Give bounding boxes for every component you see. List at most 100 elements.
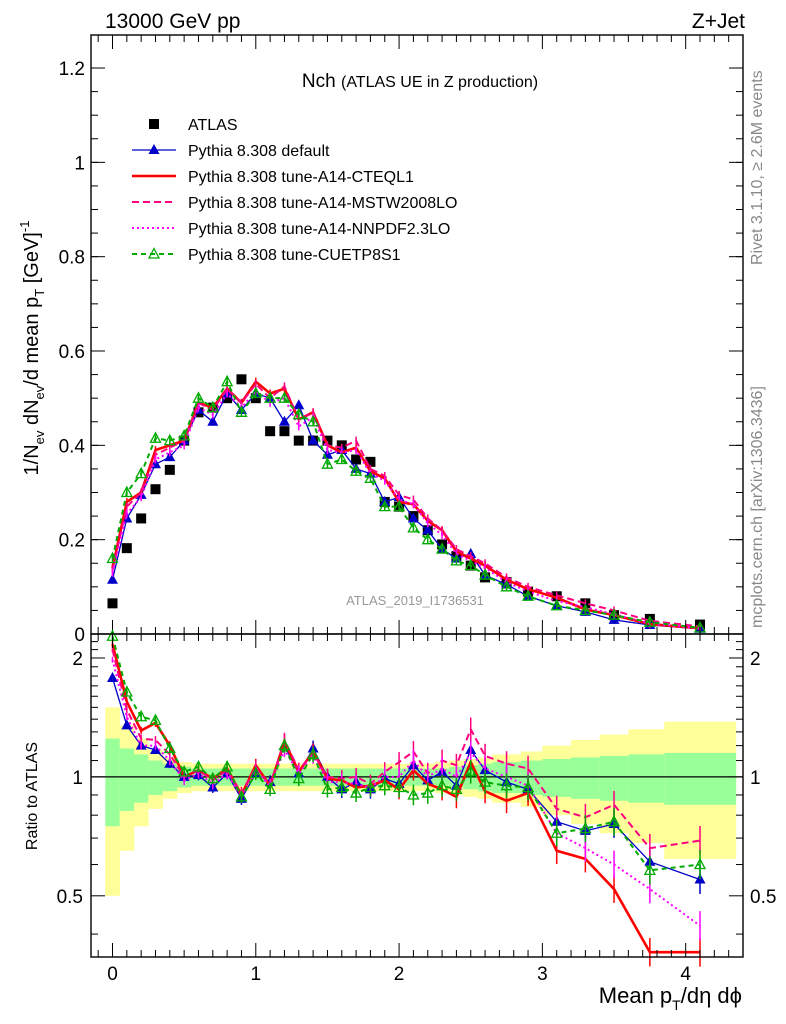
rivet-version-label: Rivet 3.1.10, ≥ 2.6M events <box>749 70 766 265</box>
legend-label-pythia-8-308-tune-a14-mstw2008lo: Pythia 8.308 tune-A14-MSTW2008LO <box>188 195 457 212</box>
main-point-pythia-8-308-default <box>307 434 319 445</box>
ratio-band-green <box>542 758 572 797</box>
main-point-pythia-8-308-tune-cuetp8s1 <box>407 520 420 533</box>
ratio-point-pythia-8-308-tune-cuetp8s1 <box>192 760 205 772</box>
ratio-line-pythia-8-308-tune-cuetp8s1 <box>111 636 701 872</box>
ratio-point-pythia-8-308-tune-cuetp8s1 <box>500 778 513 791</box>
chart-title: Nch (ATLAS UE in Z production) <box>302 71 538 92</box>
main-point-pythia-8-308-default <box>207 415 219 426</box>
main-point-pythia-8-308-tune-cuetp8s1 <box>149 431 162 443</box>
ratio-point-pythia-8-308-tune-cuetp8s1 <box>421 786 434 798</box>
ratio-band-green <box>105 738 120 827</box>
main-point-pythia-8-308-tune-cuetp8s1 <box>221 374 234 387</box>
ratio-point-pythia-8-308-tune-cuetp8s1 <box>307 747 320 760</box>
ratio-frame <box>90 633 744 958</box>
ratio-band-green <box>571 757 601 799</box>
main-y-tick-label: 0.8 <box>59 248 85 269</box>
ratio-band-green <box>628 754 665 803</box>
ratio-panel: 0.5 0.5 1 1 2 2 0 1 2 3 4 Ratio to ATLAS Mean pT/… <box>24 629 776 1013</box>
main-point-pythia-8-308-tune-cuetp8s1 <box>163 433 176 446</box>
ratio-point-pythia-8-308-tune-cuetp8s1 <box>693 857 707 870</box>
main-point-pythia-8-308-tune-cuetp8s1 <box>321 457 334 469</box>
main-point-pythia-8-308-tune-cuetp8s1 <box>393 499 406 512</box>
main-point-pythia-8-308-tune-cuetp8s1 <box>135 466 148 479</box>
main-y-tick-label: 0.2 <box>59 531 85 552</box>
ratio-point-pythia-8-308-tune-cuetp8s1 <box>206 771 219 784</box>
x-tick-label: 2 <box>394 964 405 985</box>
main-line-pythia-8-308-tune-a14-cteql1 <box>111 379 701 630</box>
analysis-id-label: ATLAS_2019_I1736531 <box>346 593 484 608</box>
ratio-point-pythia-8-308-tune-cuetp8s1 <box>249 766 262 779</box>
main-point-atlas <box>136 513 147 524</box>
main-ylabel-part1: 1/N <box>21 444 43 475</box>
mcplots-label: mcplots.cern.ch [arXiv:1306.3436] <box>749 386 766 628</box>
main-ylabel-part3: /d mean p <box>21 297 43 386</box>
ratio-point-pythia-8-308-tune-cuetp8s1 <box>120 685 133 697</box>
main-point-atlas <box>222 393 233 404</box>
ratio-plot-area <box>91 629 743 967</box>
main-point-pythia-8-308-tune-cuetp8s1 <box>120 485 133 498</box>
x-tick-label: 4 <box>680 964 691 985</box>
ratio-point-pythia-8-308-tune-cuetp8s1 <box>450 782 463 794</box>
ratio-point-pythia-8-308-tune-cuetp8s1 <box>436 778 449 791</box>
ratio-point-pythia-8-308-tune-cuetp8s1 <box>278 738 291 751</box>
main-point-pythia-8-308-tune-cuetp8s1 <box>278 391 291 403</box>
main-ylabel-part2: dN <box>21 399 43 430</box>
ratio-band-green <box>119 748 135 811</box>
ratio-point-pythia-8-308-tune-cuetp8s1 <box>478 775 492 787</box>
main-point-atlas <box>236 374 247 385</box>
xlabel-sub-t: T <box>672 997 681 1013</box>
ratio-point-pythia-8-308-tune-cuetp8s1 <box>264 782 277 794</box>
main-point-atlas <box>293 435 304 446</box>
main-point-pythia-8-308-default <box>422 524 434 535</box>
ratio-y-tick-label-right: 0.5 <box>750 887 776 908</box>
main-point-pythia-8-308-tune-cuetp8s1 <box>264 391 277 403</box>
ratio-point-pythia-8-308-tune-cuetp8s1 <box>364 780 377 793</box>
main-point-pythia-8-308-tune-cuetp8s1 <box>550 598 563 611</box>
main-point-pythia-8-308-tune-cuetp8s1 <box>249 386 262 399</box>
main-y-tick-label: 1 <box>74 153 85 174</box>
main-point-pythia-8-308-tune-cuetp8s1 <box>436 542 449 554</box>
ratio-y-tick-label: 0.5 <box>57 887 83 908</box>
main-point-pythia-8-308-default <box>106 573 118 584</box>
ratio-point-pythia-8-308-tune-cuetp8s1 <box>378 778 391 791</box>
ratio-point-pythia-8-308-tune-cuetp8s1 <box>521 780 535 793</box>
ratio-point-pythia-8-308-tune-cuetp8s1 <box>464 764 477 777</box>
main-point-pythia-8-308-default <box>278 415 290 426</box>
x-tick-label: 1 <box>251 964 262 985</box>
main-ylabel-sup: -1 <box>17 221 32 233</box>
main-point-pythia-8-308-tune-cuetp8s1 <box>579 603 592 616</box>
ratio-y-ticks: 0.5 0.5 1 1 2 2 <box>57 641 776 935</box>
main-point-pythia-8-308-tune-cuetp8s1 <box>206 400 219 413</box>
ratio-y-axis-label: Ratio to ATLAS <box>24 742 41 850</box>
main-point-atlas <box>351 454 362 465</box>
ratio-point-pythia-8-308-tune-cuetp8s1 <box>335 780 348 793</box>
ratio-point-pythia-8-308-tune-cuetp8s1 <box>350 786 363 798</box>
ratio-band-green <box>148 760 163 795</box>
header-left-label: 13000 GeV pp <box>105 10 240 33</box>
main-point-pythia-8-308-tune-cuetp8s1 <box>350 464 363 476</box>
main-point-pythia-8-308-default <box>407 512 419 523</box>
ratio-point-pythia-8-308-tune-cuetp8s1 <box>135 709 148 722</box>
ratio-x-ticks: 0 1 2 3 4 <box>97 634 730 985</box>
main-point-atlas <box>150 484 161 495</box>
ratio-point-pythia-8-308-tune-cuetp8s1 <box>221 760 234 772</box>
ratio-point-pythia-8-308-tune-cuetp8s1 <box>235 789 248 802</box>
main-point-pythia-8-308-tune-cuetp8s1 <box>192 391 205 403</box>
ratio-point-pythia-8-308-default <box>121 719 133 730</box>
main-line-pythia-8-308-tune-a14-mstw2008lo <box>111 382 701 628</box>
legend-label-pythia-8-308-tune-a14-cteql1: Pythia 8.308 tune-A14-CTEQL1 <box>188 169 414 186</box>
main-point-pythia-8-308-tune-cuetp8s1 <box>378 499 391 512</box>
main-point-pythia-8-308-tune-cuetp8s1 <box>421 532 434 545</box>
main-point-atlas <box>365 456 376 467</box>
main-point-atlas <box>121 543 132 554</box>
legend-label-pythia-8-308-default: Pythia 8.308 default <box>188 143 330 160</box>
main-point-pythia-8-308-tune-cuetp8s1 <box>106 551 119 564</box>
main-x-ticks <box>97 35 730 634</box>
legend-marker-atlas <box>149 119 159 129</box>
ratio-point-pythia-8-308-tune-cuetp8s1 <box>393 780 406 793</box>
main-panel: 00.20.40.60.811.2 1/Nev dNev/d mean pT [… <box>17 34 744 646</box>
main-point-atlas <box>279 426 290 437</box>
main-point-atlas <box>164 464 175 475</box>
